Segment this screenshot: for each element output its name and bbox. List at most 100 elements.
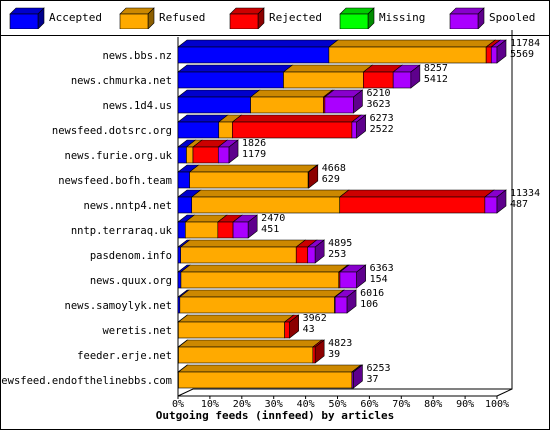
bar-segment-refused [188,164,319,189]
value-label-bottom: 106 [360,299,378,310]
bar-segment-refused [249,89,334,114]
x-tick-label: 80% [424,399,442,410]
axis-corner-line [496,388,513,397]
legend: Accepted Refused Rejected Missing Spoole… [1,1,549,36]
x-tick-label: 50% [328,399,346,410]
value-label-bottom: 3623 [366,99,390,110]
bar-segment-rejected [311,339,326,364]
category-label: news.furie.org.uk [65,150,173,162]
bar-segment-rejected [283,314,300,339]
value-label-top: 1826 [242,138,266,149]
x-tick-label: 20% [233,399,251,410]
value-label-bottom: 1179 [242,149,266,160]
bar-segment-spooled [339,264,367,289]
value-label-top: 11784 [510,38,540,49]
bar-segment-spooled [217,139,239,164]
bar-segment-refused [217,114,243,139]
legend-label-rejected: Rejected [269,11,322,24]
bar-segment-accepted [177,214,196,239]
value-label-top: 6363 [370,263,394,274]
value-label-bottom: 451 [261,224,279,235]
bar-segment-refused [177,339,323,364]
value-label-top: 6253 [366,363,390,374]
category-label: news.1d4.us [102,100,172,112]
legend-label-spooled: Spooled [489,11,536,24]
x-tick-label: 0% [172,399,184,410]
bar-segment-accepted [177,89,261,114]
legend-label-missing: Missing [379,11,426,24]
value-label-top: 6016 [360,288,384,299]
x-tick-label: 10% [201,399,219,410]
legend-label-accepted: Accepted [49,11,102,24]
bar-segment-spooled [490,39,507,64]
bar-segment-refused [177,364,362,389]
bar-segment-refused [177,314,295,339]
bar-segment-accepted [177,39,339,64]
value-label-bottom: 487 [510,199,528,210]
bar-segment-refused [328,39,497,64]
value-label-top: 4823 [328,338,352,349]
value-label-bottom: 5569 [510,49,534,60]
value-label-top: 6210 [366,88,390,99]
bar-segment-spooled [306,239,326,264]
bar-segment-refused [282,64,374,89]
x-tick-label: 30% [265,399,283,410]
category-label: newsfeed.bofh.team [58,175,172,187]
bar-segment-rejected [307,164,319,189]
category-label: news.bbs.nz [102,50,172,62]
value-label-bottom: 5412 [424,74,448,85]
value-label-top: 2470 [261,213,285,224]
legend-swatch-refused [119,7,155,29]
value-label-top: 4895 [328,238,352,249]
bar-segment-spooled [324,89,364,114]
legend-swatch-rejected [229,7,265,29]
category-label: news.samoylyk.net [65,300,172,312]
category-label: nntp.terraraq.uk [71,225,173,237]
x-axis-title: Outgoing feeds (innfeed) by articles [155,409,395,422]
value-label-top: 8257 [424,63,448,74]
x-tick-label: 100% [485,399,509,410]
legend-swatch-accepted [9,7,45,29]
category-label: news.chmurka.net [71,75,172,87]
bar-segment-accepted [177,64,294,89]
category-label: news.quux.org [90,275,172,287]
bar-segment-spooled [484,189,507,214]
bar-segment-refused [178,289,345,314]
value-label-bottom: 39 [328,349,340,360]
legend-label-refused: Refused [159,11,206,24]
bar-segment-rejected [231,114,362,139]
category-label: pasdenom.info [90,250,172,262]
value-label-top: 11334 [510,188,540,199]
category-label: newsfeed.dotsrc.org [52,125,172,137]
bar-segment-accepted [177,114,229,139]
value-label-bottom: 2522 [370,124,394,135]
bar-segment-spooled [232,214,259,239]
value-label-bottom: 154 [370,274,388,285]
bar-segment-accepted [177,189,202,214]
category-label: newsfeed.endofthelinebbs.com [0,375,172,387]
x-tick-label: 60% [360,399,378,410]
category-label: feeder.erje.net [77,350,172,362]
value-label-bottom: 43 [303,324,315,335]
value-label-bottom: 37 [366,374,378,385]
axis-back-wall [177,30,513,397]
bar-segment-spooled [392,64,421,89]
value-label-bottom: 253 [328,249,346,260]
x-tick-label: 90% [456,399,474,410]
bar-segment-spooled [351,114,367,139]
bar-segment-refused [179,239,307,264]
value-label-top: 4668 [322,163,346,174]
bar-segment-refused [190,189,350,214]
bar-segment-spooled [351,364,364,389]
legend-swatch-spooled [449,7,485,29]
x-tick-label: 70% [392,399,410,410]
value-label-top: 6273 [370,113,394,124]
bar-segment-refused [180,264,349,289]
bar-segment-rejected [338,189,495,214]
bar-segment-spooled [334,289,357,314]
value-label-bottom: 629 [322,174,340,185]
category-label: news.nntp4.net [83,200,172,212]
legend-swatch-missing [339,7,375,29]
x-tick-label: 40% [297,399,315,410]
